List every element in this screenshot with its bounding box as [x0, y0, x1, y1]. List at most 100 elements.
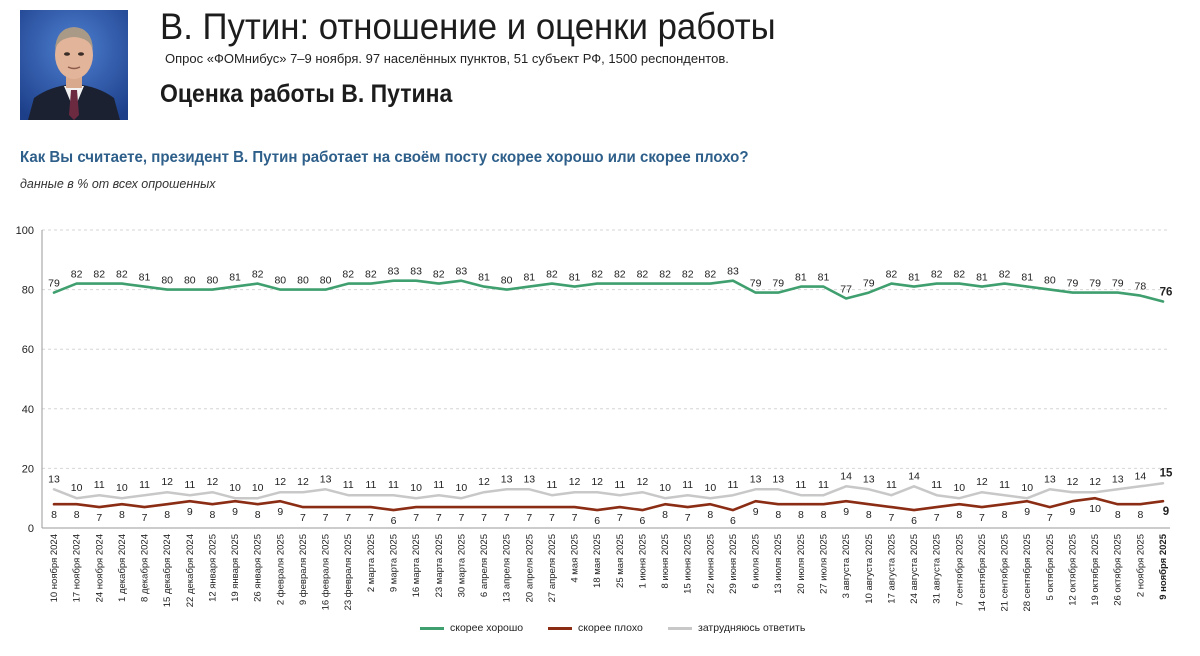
data-label-bad: 7 — [617, 512, 623, 524]
data-label-bad: 8 — [1002, 509, 1008, 521]
data-label-bad: 7 — [979, 512, 985, 524]
data-label-unsure: 14 — [1135, 470, 1147, 482]
x-tick-label: 28 сентября 2025 — [1022, 534, 1033, 612]
legend-label-bad: скорее плохо — [578, 622, 643, 634]
x-tick-label: 5 октября 2025 — [1045, 534, 1056, 601]
x-tick-label: 7 сентября 2025 — [954, 534, 965, 606]
data-label-unsure: 13 — [863, 473, 875, 485]
x-tick-label: 17 ноября 2024 — [72, 534, 83, 602]
data-label-bad: 7 — [345, 512, 351, 524]
x-tick-label: 23 марта 2025 — [434, 534, 445, 597]
x-tick-label: 1 декабря 2024 — [117, 534, 128, 602]
data-label-bad: 8 — [662, 509, 668, 521]
data-label-bad: 9 — [1070, 506, 1076, 518]
data-label-bad: 7 — [142, 512, 148, 524]
data-label-unsure: 12 — [591, 476, 603, 488]
data-label-unsure: 12 — [478, 476, 490, 488]
data-label-bad: 7 — [368, 512, 374, 524]
data-label-bad: 9 — [1163, 506, 1169, 518]
data-label-good: 82 — [682, 269, 694, 281]
x-tick-label: 6 июля 2025 — [751, 534, 762, 589]
data-label-good: 82 — [93, 269, 105, 281]
x-tick-label: 20 апреля 2025 — [524, 534, 535, 602]
data-label-unsure: 11 — [728, 479, 739, 491]
x-tick-label: 25 мая 2025 — [615, 534, 626, 588]
data-label-bad: 9 — [232, 506, 238, 518]
data-label-bad: 7 — [934, 512, 940, 524]
data-label-good: 80 — [161, 275, 173, 287]
data-label-unsure: 10 — [252, 482, 264, 494]
data-label-good: 83 — [410, 266, 422, 278]
section-title: Оценка работы В. Путина — [160, 80, 453, 108]
x-tick-label: 26 октября 2025 — [1113, 534, 1124, 606]
data-label-unsure: 12 — [637, 476, 649, 488]
x-tick-label: 30 марта 2025 — [456, 534, 467, 597]
line-chart: 0 20 40 60 80 100 10 ноября 2024 17 ноября 2024… — [16, 225, 1173, 612]
data-label-good: 81 — [795, 272, 807, 284]
data-label-unsure: 12 — [207, 476, 219, 488]
x-tick-label: 17 августа 2025 — [886, 534, 897, 604]
data-label-unsure: 12 — [1067, 476, 1079, 488]
chart-legend: скорее хорошо скорее плохо затрудняюсь о… — [0, 622, 1200, 638]
data-label-good: 82 — [365, 269, 377, 281]
data-label-good: 82 — [252, 269, 264, 281]
legend-item-bad: скорее плохо — [548, 622, 643, 634]
legend-label-unsure: затрудняюсь ответить — [698, 622, 806, 634]
data-label-unsure: 11 — [931, 479, 942, 491]
data-label-bad: 9 — [1024, 506, 1030, 518]
x-tick-label: 16 февраля 2025 — [321, 534, 332, 610]
data-label-unsure: 12 — [1089, 476, 1101, 488]
data-label-unsure: 11 — [184, 479, 195, 491]
data-label-unsure: 14 — [908, 470, 920, 482]
legend-label-good: скорее хорошо — [450, 622, 524, 634]
x-tick-label: 9 февраля 2025 — [298, 534, 309, 605]
x-tick-label: 12 января 2025 — [207, 534, 218, 602]
x-tick-label: 9 ноября 2025 — [1158, 533, 1169, 599]
series-line-unsure — [52, 482, 1165, 500]
x-tick-label: 24 августа 2025 — [909, 534, 920, 604]
units-note: данные в % от всех опрошенных — [20, 177, 216, 191]
data-label-unsure: 11 — [546, 479, 557, 491]
x-tick-label: 27 июля 2025 — [819, 534, 830, 594]
legend-swatch-good — [420, 626, 444, 630]
data-label-good: 82 — [433, 269, 445, 281]
x-tick-label: 8 декабря 2024 — [140, 534, 151, 602]
data-label-bad: 8 — [798, 509, 804, 521]
data-label-unsure: 11 — [139, 479, 150, 491]
data-label-good: 82 — [614, 269, 626, 281]
data-label-bad: 8 — [707, 509, 713, 521]
x-tick-label: 10 августа 2025 — [864, 534, 875, 604]
data-label-unsure: 11 — [795, 479, 806, 491]
x-tick-label: 2 марта 2025 — [366, 534, 377, 592]
data-label-unsure: 10 — [229, 482, 241, 494]
x-tick-label: 22 июня 2025 — [705, 534, 716, 594]
data-label-bad: 8 — [210, 509, 216, 521]
data-label-bad: 6 — [730, 515, 736, 527]
data-label-bad: 8 — [1115, 509, 1121, 521]
x-tick-label: 2 ноября 2025 — [1135, 534, 1146, 597]
data-label-bad: 8 — [119, 509, 125, 521]
data-label-good: 81 — [908, 272, 920, 284]
data-label-good: 83 — [727, 266, 739, 278]
data-label-bad: 7 — [549, 512, 555, 524]
data-label-unsure: 12 — [569, 476, 581, 488]
x-tick-label: 21 сентября 2025 — [1000, 534, 1011, 612]
data-label-bad: 7 — [481, 512, 487, 524]
data-label-good: 81 — [818, 272, 830, 284]
x-tick-label: 16 марта 2025 — [411, 534, 422, 597]
x-tick-label: 24 ноября 2024 — [94, 534, 105, 602]
data-label-good: 79 — [48, 278, 60, 290]
x-tick-label: 26 января 2025 — [253, 534, 264, 602]
data-label-unsure: 13 — [501, 473, 513, 485]
x-tick-label: 19 января 2025 — [230, 534, 241, 602]
data-label-unsure: 13 — [320, 473, 332, 485]
data-label-good: 76 — [1160, 287, 1173, 299]
data-label-unsure: 10 — [659, 482, 671, 494]
data-label-unsure: 13 — [750, 473, 762, 485]
data-label-bad: 7 — [685, 512, 691, 524]
data-label-unsure: 11 — [682, 479, 693, 491]
data-label-good: 82 — [637, 269, 649, 281]
data-label-bad: 8 — [255, 509, 261, 521]
data-label-unsure: 13 — [48, 473, 60, 485]
data-label-unsure: 10 — [1021, 482, 1033, 494]
